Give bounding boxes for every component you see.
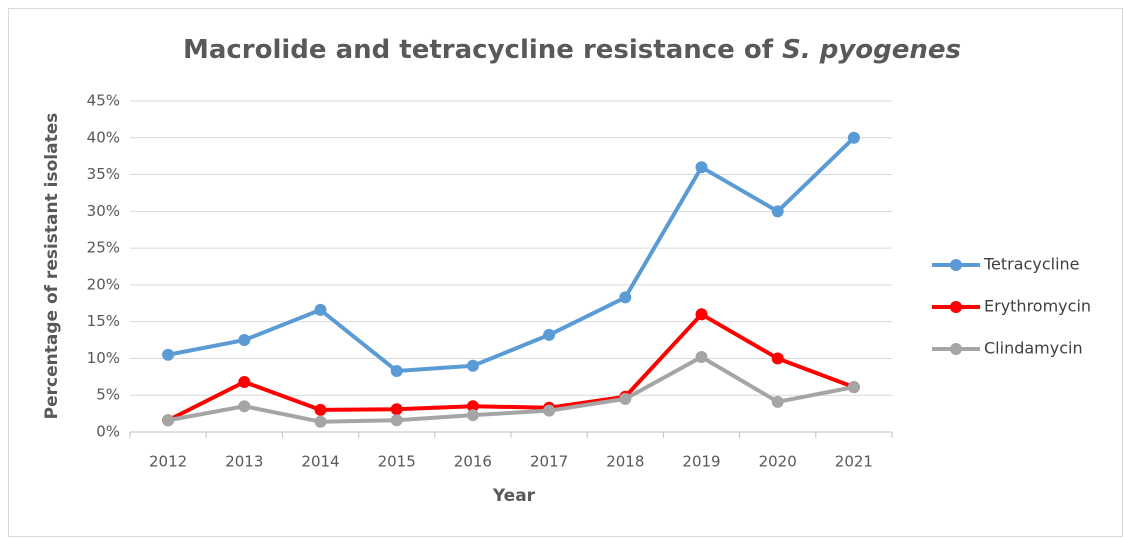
data-point bbox=[238, 334, 251, 347]
legend-marker bbox=[950, 343, 962, 355]
data-point bbox=[695, 161, 708, 174]
data-point bbox=[847, 381, 860, 394]
chart-title: Macrolide and tetracycline resistance of… bbox=[183, 35, 961, 65]
legend-marker bbox=[950, 301, 962, 313]
data-point bbox=[619, 291, 632, 304]
data-point bbox=[162, 414, 175, 427]
y-tick-label: 40% bbox=[87, 128, 120, 146]
legend-label: Clindamycin bbox=[984, 339, 1083, 358]
x-tick-label: 2015 bbox=[378, 453, 416, 471]
y-tick-label: 5% bbox=[96, 386, 120, 404]
title-italic: S. pyogenes bbox=[782, 35, 961, 65]
data-point bbox=[771, 352, 784, 365]
data-point bbox=[314, 403, 327, 416]
legend-label: Erythromycin bbox=[984, 297, 1091, 316]
data-point bbox=[847, 131, 860, 144]
x-tick-label: 2017 bbox=[530, 453, 568, 471]
y-tick-label: 45% bbox=[87, 92, 120, 110]
data-point bbox=[466, 359, 479, 372]
data-point bbox=[466, 409, 479, 422]
legend-marker bbox=[950, 259, 962, 271]
y-axis-title: Percentage of resistant isolates bbox=[42, 113, 62, 420]
x-axis-title: Year bbox=[492, 486, 536, 506]
data-point bbox=[771, 205, 784, 218]
y-tick-label: 15% bbox=[87, 312, 120, 330]
series-line bbox=[167, 136, 856, 373]
data-point bbox=[695, 308, 708, 321]
data-point bbox=[390, 403, 403, 416]
y-tick-label: 35% bbox=[87, 165, 120, 183]
data-point bbox=[543, 328, 556, 341]
x-tick-label: 2019 bbox=[682, 453, 720, 471]
x-tick-label: 2014 bbox=[301, 453, 339, 471]
x-tick-label: 2012 bbox=[149, 453, 187, 471]
data-point bbox=[466, 400, 479, 413]
y-tick-label: 25% bbox=[87, 239, 120, 257]
y-tick-label: 0% bbox=[96, 423, 120, 441]
data-point bbox=[695, 350, 708, 363]
x-tick-label: 2013 bbox=[225, 453, 263, 471]
x-tick-label: 2018 bbox=[606, 453, 644, 471]
data-point bbox=[314, 415, 327, 428]
series-line bbox=[167, 312, 855, 423]
x-tick-label: 2020 bbox=[759, 453, 797, 471]
y-tick-label: 10% bbox=[87, 349, 120, 367]
data-point bbox=[162, 348, 175, 361]
x-tick-label: 2016 bbox=[454, 453, 492, 471]
data-point bbox=[390, 364, 403, 377]
data-point bbox=[238, 400, 251, 413]
data-point bbox=[543, 404, 556, 417]
y-tick-label: 30% bbox=[87, 202, 120, 220]
title-main: Macrolide and tetracycline resistance of bbox=[183, 35, 774, 65]
data-point bbox=[390, 414, 403, 427]
data-point bbox=[619, 392, 632, 405]
data-point bbox=[771, 395, 784, 408]
series-line bbox=[167, 354, 855, 424]
chart-border bbox=[8, 8, 1123, 537]
data-point bbox=[238, 375, 251, 388]
data-point bbox=[314, 303, 327, 316]
x-tick-label: 2021 bbox=[835, 453, 873, 471]
legend-label: Tetracycline bbox=[983, 255, 1080, 274]
y-tick-label: 20% bbox=[87, 275, 120, 293]
